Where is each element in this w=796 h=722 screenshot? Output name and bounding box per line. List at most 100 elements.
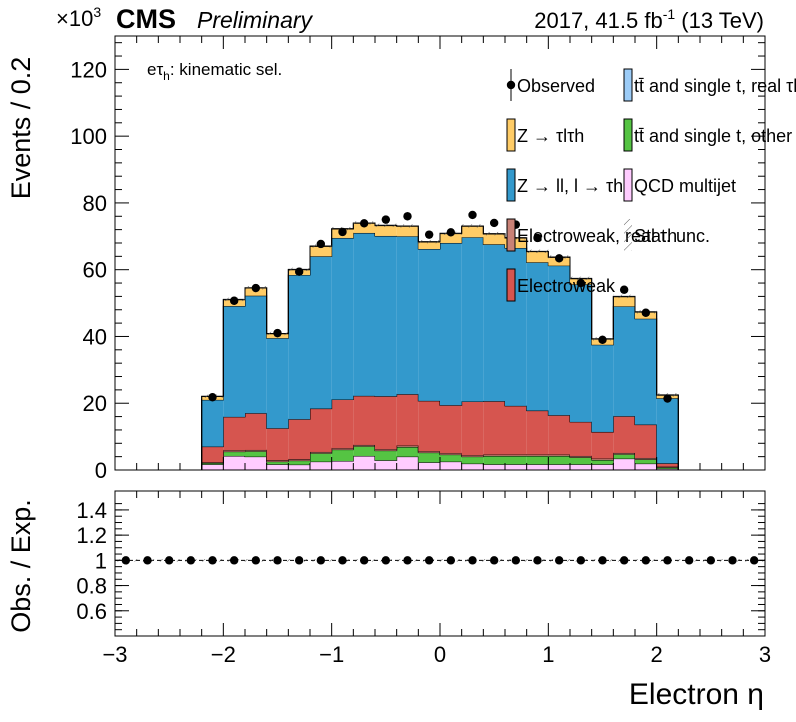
- ratio-point: [143, 556, 152, 565]
- unc-band: [375, 223, 397, 227]
- observed-point: [489, 218, 499, 228]
- stack-bar: [223, 416, 245, 451]
- stack-bar: [201, 462, 224, 465]
- x-tick-label: −2: [211, 642, 236, 667]
- legend-swatch: [506, 168, 516, 202]
- observed-point: [619, 285, 629, 294]
- stack-bar: [375, 396, 397, 450]
- ratio-point: [186, 556, 196, 565]
- observed-point: [533, 233, 542, 243]
- legend-label: tt̄ and single t, real τh: [634, 76, 796, 96]
- legend-marker: [506, 80, 516, 90]
- stack-bar: [635, 459, 657, 464]
- stack-bar: [353, 444, 375, 447]
- legend-label: QCD multijet: [634, 176, 736, 196]
- stack-bar: [526, 262, 549, 411]
- ratio-points: [121, 556, 759, 565]
- ratio-point: [511, 556, 521, 565]
- main-ticks: 0 20 40 60 80 100 120: [70, 36, 766, 483]
- ratio-point: [619, 556, 629, 565]
- stack-bar: [656, 398, 679, 464]
- ratio-uncertainty-band: [115, 559, 765, 562]
- stack-bar: [223, 450, 245, 452]
- stack-bar: [613, 416, 635, 453]
- x-tick-label: 1: [542, 642, 554, 667]
- stack-bar: [310, 408, 332, 452]
- ratio-point: [208, 556, 217, 565]
- stack-bar: [483, 455, 505, 465]
- observed-point: [359, 219, 369, 228]
- stack-bar: [418, 451, 440, 453]
- legend-swatch: [623, 168, 633, 202]
- unc-band: [570, 276, 592, 281]
- ratio-panel: 0.60.811.21.4−3 −2 −1 0 1 2 3 Obs. / Exp. Elec…: [6, 490, 771, 711]
- observed-point: [468, 210, 477, 220]
- observed-point: [598, 335, 607, 344]
- ratio-point: [338, 556, 347, 565]
- stack-bar: [613, 296, 635, 307]
- stack-bar: [635, 457, 657, 460]
- stack-bar: [483, 464, 505, 470]
- stack-bar: [375, 449, 397, 451]
- stack-bar: [570, 464, 592, 470]
- stack-bar: [375, 460, 397, 470]
- stack-bar: [353, 232, 375, 396]
- channel-label: eτh: kinematic sel.: [147, 60, 282, 83]
- stack-bar: [656, 468, 679, 470]
- stack-bar: [635, 424, 657, 458]
- x-tick-label: −1: [319, 642, 344, 667]
- ratio-y-tick-label: 1: [95, 548, 107, 573]
- status-label: Preliminary: [197, 7, 314, 33]
- ratio-point: [381, 556, 391, 565]
- unc-band: [526, 249, 549, 253]
- y-tick-label: 20: [83, 391, 107, 416]
- stack-bar: [505, 464, 527, 470]
- unc-band: [418, 239, 440, 244]
- stack-bar: [440, 233, 462, 243]
- stack-bar: [310, 256, 332, 409]
- observed-point: [641, 308, 651, 317]
- stack-bar: [483, 401, 505, 455]
- legend-swatch: [623, 118, 633, 152]
- stack-bar: [591, 458, 614, 460]
- x-axis-label: Electron η: [629, 678, 764, 711]
- stack-bar: [461, 455, 484, 457]
- observed-point: [663, 394, 672, 403]
- legend-swatch: [623, 68, 633, 102]
- stack-bar: [418, 452, 440, 463]
- ratio-point: [446, 556, 456, 565]
- stack-bar: [245, 413, 267, 450]
- ratio-point: [641, 556, 651, 565]
- stack-bar: [310, 461, 332, 470]
- stack-bar: [375, 235, 397, 397]
- stack-bar: [505, 405, 527, 455]
- stack-bar: [505, 237, 527, 248]
- main-panel: 0 20 40 60 80 100 120 eτh: kinematic sel. Even…: [6, 35, 796, 483]
- stack-bar: [375, 450, 397, 461]
- ratio-point: [424, 556, 434, 565]
- stack-bar: [461, 237, 484, 402]
- legend-label: Stat. unc.: [634, 226, 710, 246]
- stack-bar: [310, 246, 332, 257]
- observed-point: [403, 212, 412, 221]
- ratio-point: [684, 556, 694, 565]
- ratio-point: [728, 556, 737, 565]
- stack-bar: [288, 460, 310, 465]
- stack-bar: [245, 456, 267, 470]
- observed-point: [251, 283, 261, 293]
- ratio-point: [663, 556, 672, 565]
- stack-bar: [505, 455, 527, 465]
- stack-bar: [396, 445, 419, 447]
- stack-bar: [288, 464, 310, 470]
- observed-point: [208, 393, 217, 402]
- y-tick-label: 60: [83, 258, 107, 283]
- stack-bar: [613, 458, 635, 470]
- stack-bar: [591, 464, 614, 470]
- stack-bar: [353, 455, 375, 470]
- stack-bar: [331, 448, 354, 450]
- stack-bar: [548, 415, 570, 455]
- y-tick-label: 120: [70, 57, 107, 82]
- stack-bar: [418, 400, 440, 452]
- stack-bar: [201, 399, 224, 447]
